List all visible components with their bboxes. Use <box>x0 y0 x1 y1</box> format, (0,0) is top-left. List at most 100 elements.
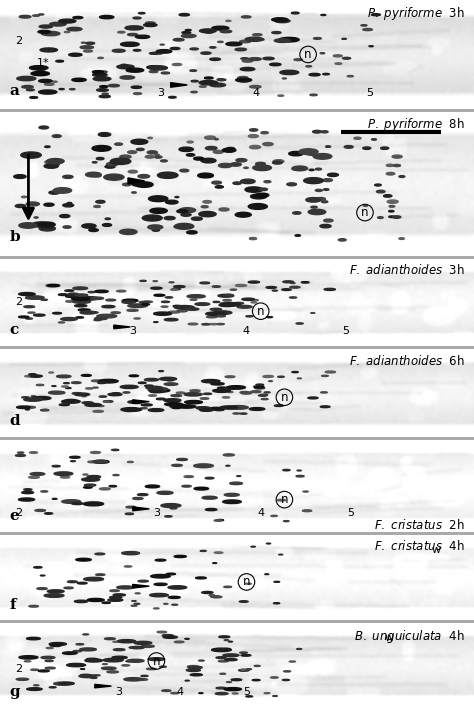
Circle shape <box>214 520 222 521</box>
Text: $\it{P.~pyriforme}$  8h: $\it{P.~pyriforme}$ 8h <box>367 116 465 133</box>
Circle shape <box>112 656 127 659</box>
Circle shape <box>255 193 269 197</box>
Circle shape <box>217 78 223 80</box>
Circle shape <box>102 223 112 226</box>
Circle shape <box>163 636 177 638</box>
Circle shape <box>96 158 104 160</box>
Circle shape <box>223 303 241 306</box>
Circle shape <box>112 49 125 52</box>
Circle shape <box>211 648 231 652</box>
Circle shape <box>315 189 322 192</box>
Circle shape <box>204 77 213 79</box>
Circle shape <box>83 486 92 489</box>
Circle shape <box>97 314 117 318</box>
Circle shape <box>83 502 104 506</box>
Circle shape <box>321 392 327 393</box>
Circle shape <box>94 320 101 321</box>
Circle shape <box>177 458 187 460</box>
Circle shape <box>147 668 156 670</box>
Circle shape <box>230 482 243 484</box>
Circle shape <box>125 410 133 411</box>
Circle shape <box>315 168 321 170</box>
Circle shape <box>263 375 273 378</box>
Circle shape <box>399 175 405 177</box>
Circle shape <box>77 583 87 584</box>
Circle shape <box>62 500 81 503</box>
Circle shape <box>216 657 226 658</box>
Circle shape <box>40 48 57 52</box>
Circle shape <box>239 601 248 602</box>
Circle shape <box>164 216 175 220</box>
Circle shape <box>98 57 103 59</box>
Circle shape <box>53 81 57 82</box>
Circle shape <box>17 406 30 409</box>
Circle shape <box>62 386 68 387</box>
Text: 5: 5 <box>347 508 354 518</box>
Circle shape <box>226 465 230 466</box>
Circle shape <box>246 315 253 317</box>
Circle shape <box>252 679 260 681</box>
Circle shape <box>200 409 213 411</box>
Circle shape <box>67 202 72 204</box>
Circle shape <box>236 387 242 389</box>
Circle shape <box>64 587 73 589</box>
Circle shape <box>297 378 301 379</box>
Circle shape <box>52 385 56 387</box>
Circle shape <box>165 200 178 204</box>
Circle shape <box>244 167 248 168</box>
Circle shape <box>134 318 140 319</box>
Circle shape <box>200 550 206 551</box>
Circle shape <box>104 174 124 180</box>
Circle shape <box>41 656 55 659</box>
Circle shape <box>230 163 241 166</box>
Circle shape <box>88 291 95 293</box>
Circle shape <box>212 181 221 184</box>
Circle shape <box>66 387 71 389</box>
Circle shape <box>253 165 272 170</box>
Text: 5: 5 <box>343 326 349 336</box>
Circle shape <box>180 169 189 172</box>
Circle shape <box>133 49 141 51</box>
Circle shape <box>210 83 226 87</box>
Circle shape <box>225 294 233 296</box>
Circle shape <box>184 392 202 396</box>
Circle shape <box>63 226 71 228</box>
Circle shape <box>162 690 171 691</box>
Circle shape <box>179 208 196 213</box>
Circle shape <box>190 299 197 300</box>
Circle shape <box>80 648 96 651</box>
Circle shape <box>168 311 180 313</box>
Circle shape <box>253 34 262 36</box>
Circle shape <box>89 228 98 231</box>
Circle shape <box>213 301 219 303</box>
Circle shape <box>283 469 290 471</box>
Circle shape <box>19 223 37 228</box>
Circle shape <box>155 559 166 561</box>
Circle shape <box>79 297 98 300</box>
Circle shape <box>53 312 62 314</box>
Circle shape <box>135 593 140 594</box>
Circle shape <box>261 132 268 134</box>
Circle shape <box>41 32 60 36</box>
Circle shape <box>185 400 202 404</box>
Circle shape <box>34 217 38 218</box>
Circle shape <box>76 317 83 318</box>
Circle shape <box>338 239 346 241</box>
Text: 4: 4 <box>243 326 250 336</box>
Circle shape <box>254 665 260 667</box>
Circle shape <box>99 396 107 397</box>
Circle shape <box>45 660 53 662</box>
Circle shape <box>214 409 224 411</box>
Circle shape <box>316 197 326 201</box>
Circle shape <box>154 583 167 585</box>
Circle shape <box>162 634 173 636</box>
Text: $\it{F.~cristatus}$  2h: $\it{F.~cristatus}$ 2h <box>374 518 465 532</box>
Circle shape <box>169 96 176 98</box>
Circle shape <box>102 602 110 604</box>
Circle shape <box>126 506 136 508</box>
Text: 2: 2 <box>15 664 23 674</box>
Circle shape <box>363 147 371 149</box>
Circle shape <box>263 57 274 60</box>
Circle shape <box>128 170 137 173</box>
Circle shape <box>121 408 142 411</box>
